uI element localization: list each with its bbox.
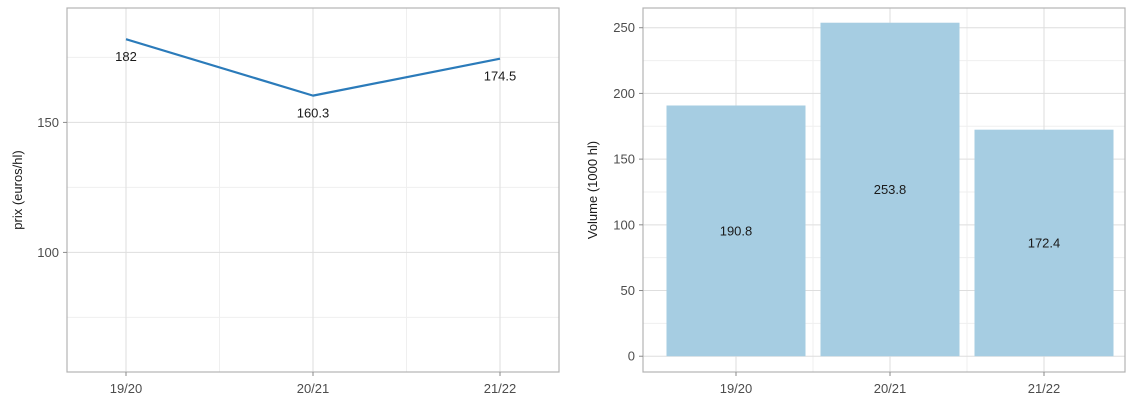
right-y-tick-label: 250 [613,20,635,35]
left-x-tick-label: 19/20 [110,381,143,396]
volume-bar [820,22,960,357]
price-line-chart: 182 160.3 174.5 100 150 19/20 20/21 21/22 prix… [10,7,560,396]
price-data-label: 182 [115,49,137,64]
price-data-label: 174.5 [484,69,517,84]
right-chart-marks [666,22,1114,357]
right-y-tick-label: 50 [621,283,635,298]
left-gridlines [67,8,559,372]
left-y-tick-label: 150 [37,115,59,130]
left-axes: 100 150 19/20 20/21 21/22 [37,115,516,396]
right-y-axis-title: Volume (1000 hl) [585,141,600,239]
left-chart-marks [125,38,501,97]
volume-bar [974,129,1114,357]
right-data-labels: 190.8 253.8 172.4 [720,182,1061,250]
right-x-tick-label: 20/21 [874,381,907,396]
right-axes: 0 50 100 150 200 250 19/20 20/21 21/22 [613,20,1060,396]
volume-data-label: 190.8 [720,223,753,238]
left-x-tick-label: 21/22 [484,381,517,396]
volume-bar-chart: 190.8 253.8 172.4 0 50 100 150 200 250 19/20 20/2… [585,7,1126,396]
volume-bar [666,105,806,357]
right-y-tick-label: 100 [613,217,635,232]
right-x-tick-label: 19/20 [720,381,753,396]
price-line [125,38,501,97]
left-data-labels: 182 160.3 174.5 [115,49,516,120]
right-x-tick-label: 21/22 [1028,381,1061,396]
right-y-tick-label: 0 [628,349,635,364]
left-y-tick-label: 100 [37,245,59,260]
price-data-label: 160.3 [297,106,330,121]
volume-data-label: 172.4 [1028,235,1061,250]
left-y-axis-title: prix (euros/hl) [10,150,25,229]
left-x-tick-label: 20/21 [297,381,330,396]
right-plot-frame [642,7,1126,373]
volume-data-label: 253.8 [874,182,907,197]
right-y-tick-label: 150 [613,152,635,167]
right-y-tick-label: 200 [613,86,635,101]
